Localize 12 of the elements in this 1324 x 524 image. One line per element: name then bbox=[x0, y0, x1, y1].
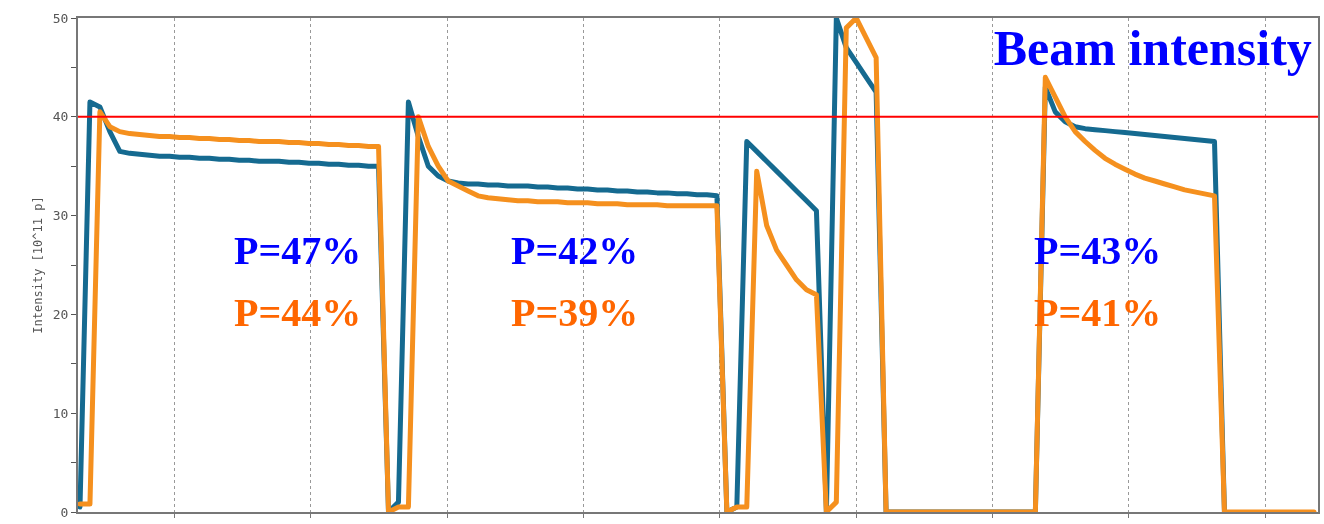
annotation: P=39% bbox=[511, 290, 639, 335]
y-axis-title: Intensity [10^11 p] bbox=[30, 196, 45, 334]
y-tick-label: 20 bbox=[52, 306, 69, 322]
y-tick-label: 50 bbox=[52, 10, 69, 26]
annotation: P=44% bbox=[234, 290, 362, 335]
annotation: P=47% bbox=[234, 228, 362, 273]
y-tick-label: 30 bbox=[52, 208, 69, 224]
chart-title: Beam intensity bbox=[993, 20, 1312, 77]
y-tick-label: 0 bbox=[60, 504, 69, 520]
y-tick-label: 10 bbox=[52, 405, 69, 421]
y-tick-label: 40 bbox=[52, 109, 69, 125]
annotation: P=42% bbox=[511, 228, 639, 273]
